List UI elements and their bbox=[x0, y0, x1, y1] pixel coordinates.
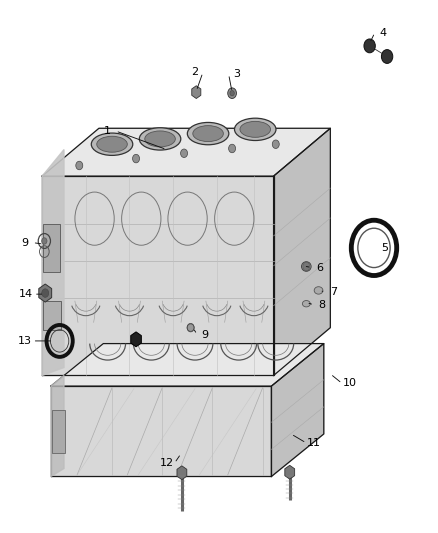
Polygon shape bbox=[51, 344, 324, 386]
Text: 6: 6 bbox=[316, 263, 323, 272]
Text: 7: 7 bbox=[330, 287, 337, 297]
Ellipse shape bbox=[187, 123, 229, 145]
FancyBboxPatch shape bbox=[52, 410, 65, 453]
Text: 10: 10 bbox=[343, 378, 357, 389]
Text: 4: 4 bbox=[379, 28, 386, 38]
Ellipse shape bbox=[301, 262, 311, 271]
Text: 8: 8 bbox=[318, 300, 325, 310]
Circle shape bbox=[381, 50, 393, 63]
Ellipse shape bbox=[145, 131, 175, 147]
Polygon shape bbox=[51, 375, 64, 477]
Ellipse shape bbox=[187, 324, 194, 332]
Polygon shape bbox=[42, 176, 274, 375]
Ellipse shape bbox=[139, 128, 181, 150]
Text: 1: 1 bbox=[104, 126, 111, 136]
Ellipse shape bbox=[91, 133, 133, 156]
Ellipse shape bbox=[234, 118, 276, 141]
Circle shape bbox=[229, 144, 236, 153]
Polygon shape bbox=[42, 128, 330, 176]
Text: 9: 9 bbox=[201, 329, 208, 340]
Text: 14: 14 bbox=[19, 289, 33, 299]
FancyBboxPatch shape bbox=[43, 301, 60, 330]
Text: 13: 13 bbox=[18, 336, 32, 346]
Circle shape bbox=[228, 88, 237, 99]
Ellipse shape bbox=[97, 136, 127, 152]
Circle shape bbox=[42, 238, 47, 244]
Circle shape bbox=[133, 155, 140, 163]
Ellipse shape bbox=[302, 301, 310, 307]
FancyBboxPatch shape bbox=[43, 224, 60, 272]
Circle shape bbox=[303, 262, 310, 271]
Circle shape bbox=[180, 149, 187, 158]
Ellipse shape bbox=[240, 122, 271, 138]
Text: 2: 2 bbox=[191, 68, 198, 77]
Circle shape bbox=[42, 289, 49, 297]
Circle shape bbox=[230, 91, 234, 96]
Circle shape bbox=[364, 39, 375, 53]
Polygon shape bbox=[272, 344, 324, 477]
Ellipse shape bbox=[193, 126, 223, 142]
Circle shape bbox=[272, 140, 279, 149]
Circle shape bbox=[76, 161, 83, 169]
Polygon shape bbox=[274, 128, 330, 375]
Text: 3: 3 bbox=[233, 69, 240, 79]
Text: 9: 9 bbox=[21, 238, 28, 247]
Text: 12: 12 bbox=[159, 458, 174, 468]
Polygon shape bbox=[51, 386, 272, 477]
Text: 5: 5 bbox=[381, 243, 389, 253]
Ellipse shape bbox=[314, 287, 323, 294]
Polygon shape bbox=[42, 150, 64, 375]
Text: 11: 11 bbox=[307, 438, 321, 448]
